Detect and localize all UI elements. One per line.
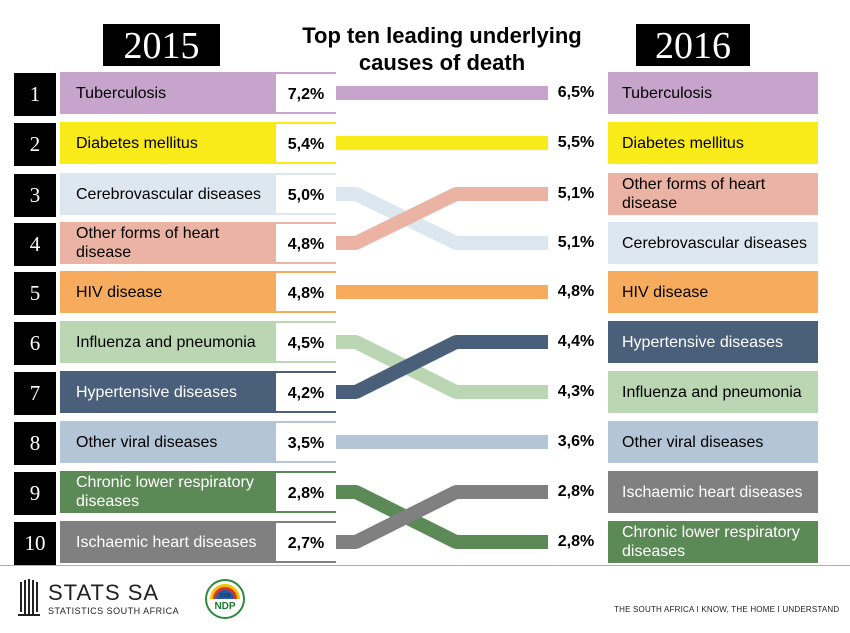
row-2016-7: 4,3% Influenza and pneumonia — [548, 371, 822, 413]
ndp-year: 2030 — [219, 593, 230, 599]
cause-label-2015: Tuberculosis — [76, 84, 167, 102]
chart-title-line-1: Top ten leading underlying — [302, 23, 582, 48]
rank-number: 3 — [14, 174, 56, 217]
value-label-2016: 5,1% — [548, 222, 604, 264]
ndp-2030-logo: NDP 2030 — [205, 579, 245, 619]
value-label-2015: 2,8% — [276, 471, 336, 513]
cause-label-2016: Hypertensive diseases — [608, 321, 818, 363]
value-label-2015: 3,5% — [276, 421, 336, 463]
row-2016-10: 2,8% Chronic lower respiratory diseases — [548, 521, 822, 563]
year-2015-label: 2015 — [103, 24, 220, 67]
value-label-2016: 4,8% — [548, 271, 604, 313]
cause-label-2016: Other viral diseases — [608, 421, 818, 463]
cause-label-2016: Other forms of heart disease — [608, 173, 818, 215]
chart-title-line-2: causes of death — [358, 50, 526, 75]
rank-number: 4 — [14, 223, 56, 266]
row-2015-1: Tuberculosis 7,2% — [60, 72, 336, 114]
stats-sa-logo: STATS SA STATISTICS SOUTH AFRICA — [14, 578, 179, 623]
row-2015-3: Cerebrovascular diseases 5,0% — [60, 173, 336, 215]
rank-number: 8 — [14, 422, 56, 465]
value-label-2016: 3,6% — [548, 421, 604, 463]
value-label-2015: 4,8% — [276, 222, 336, 264]
value-label-2016: 4,4% — [548, 321, 604, 363]
cause-label-2016: Chronic lower respiratory diseases — [608, 521, 818, 563]
cause-label-2016: Ischaemic heart diseases — [608, 471, 818, 513]
value-label-2015: 4,5% — [276, 321, 336, 363]
rank-number: 10 — [14, 522, 56, 565]
stats-sa-subtitle: STATISTICS SOUTH AFRICA — [48, 606, 180, 616]
cause-label-2016: Diabetes mellitus — [608, 122, 818, 164]
value-label-2016: 6,5% — [548, 72, 604, 114]
row-2016-5: 4,8% HIV disease — [548, 271, 822, 313]
row-2016-9: 2,8% Ischaemic heart diseases — [548, 471, 822, 513]
cause-label-2015: Diabetes mellitus — [76, 134, 198, 152]
cause-label-2016: Cerebrovascular diseases — [608, 222, 818, 264]
cause-label-2015: HIV disease — [76, 283, 163, 301]
footer-divider — [0, 565, 850, 566]
row-2016-2: 5,5% Diabetes mellitus — [548, 122, 822, 164]
row-2016-1: 6,5% Tuberculosis — [548, 72, 822, 114]
row-2015-5: HIV disease 4,8% — [60, 271, 336, 313]
cause-label-2015: Hypertensive diseases — [76, 383, 237, 401]
cause-label-2016: Influenza and pneumonia — [608, 371, 818, 413]
row-2016-4: 5,1% Cerebrovascular diseases — [548, 222, 822, 264]
ndp-label: NDP — [214, 601, 235, 612]
connector-band — [336, 335, 548, 399]
value-label-2016: 5,1% — [548, 173, 604, 215]
value-label-2015: 5,0% — [276, 173, 336, 215]
value-label-2015: 5,4% — [276, 122, 336, 164]
cause-label-2015: Other viral diseases — [76, 433, 218, 451]
tagline: THE SOUTH AFRICA I KNOW, THE HOME I UNDE… — [614, 605, 840, 614]
rank-number: 6 — [14, 322, 56, 365]
cause-label-2016: Tuberculosis — [608, 72, 818, 114]
cause-label-2015: Chronic lower respiratory diseases — [76, 474, 254, 510]
row-2016-8: 3,6% Other viral diseases — [548, 421, 822, 463]
value-label-2015: 7,2% — [276, 72, 336, 114]
cause-label-2015: Cerebrovascular diseases — [76, 185, 261, 203]
stats-sa-emblem-icon — [18, 579, 40, 616]
row-2015-4: Other forms of heart disease 4,8% — [60, 222, 336, 264]
connector-band — [336, 187, 548, 250]
row-2015-8: Other viral diseases 3,5% — [60, 421, 336, 463]
value-label-2015: 2,7% — [276, 521, 336, 563]
rank-number: 2 — [14, 123, 56, 166]
value-label-2016: 2,8% — [548, 471, 604, 513]
row-2015-9: Chronic lower respiratory diseases 2,8% — [60, 471, 336, 513]
cause-label-2015: Ischaemic heart diseases — [76, 533, 257, 551]
rank-number: 7 — [14, 372, 56, 415]
cause-label-2016: HIV disease — [608, 271, 818, 313]
value-label-2016: 5,5% — [548, 122, 604, 164]
value-label-2015: 4,2% — [276, 371, 336, 413]
row-2016-6: 4,4% Hypertensive diseases — [548, 321, 822, 363]
value-label-2015: 4,8% — [276, 271, 336, 313]
rank-number: 5 — [14, 272, 56, 315]
cause-label-2015: Other forms of heart disease — [76, 225, 220, 261]
chart-title: Top ten leading underlying causes of dea… — [262, 22, 622, 76]
row-2016-3: 5,1% Other forms of heart disease — [548, 173, 822, 215]
row-2015-2: Diabetes mellitus 5,4% — [60, 122, 336, 164]
row-2015-10: Ischaemic heart diseases 2,7% — [60, 521, 336, 563]
stats-sa-name: STATS SA — [48, 580, 160, 605]
row-2015-6: Influenza and pneumonia 4,5% — [60, 321, 336, 363]
cause-label-2015: Influenza and pneumonia — [76, 333, 256, 351]
connector-band — [336, 485, 548, 549]
rank-number: 1 — [14, 73, 56, 116]
rank-number: 9 — [14, 472, 56, 515]
row-2015-7: Hypertensive diseases 4,2% — [60, 371, 336, 413]
value-label-2016: 2,8% — [548, 521, 604, 563]
value-label-2016: 4,3% — [548, 371, 604, 413]
year-2016-label: 2016 — [636, 24, 750, 67]
